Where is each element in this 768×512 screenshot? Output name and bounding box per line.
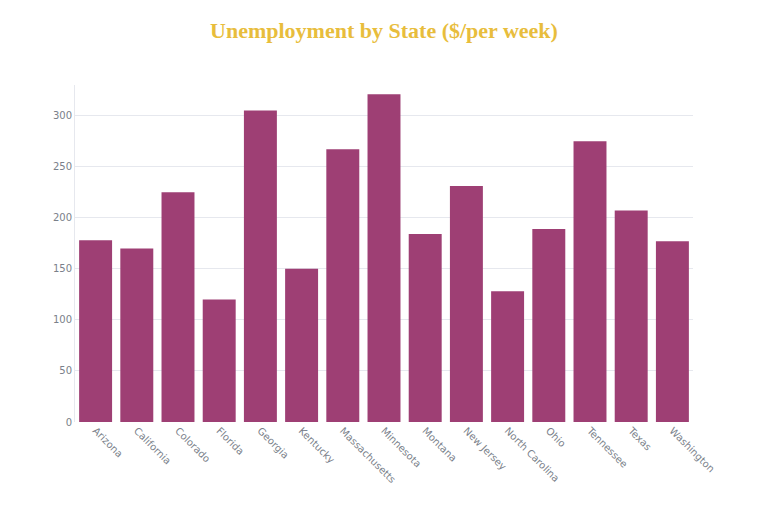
svg-text:North Carolina: North Carolina: [503, 425, 562, 484]
svg-text:Kentucky: Kentucky: [297, 425, 337, 465]
svg-text:200: 200: [53, 212, 72, 223]
svg-text:Tennessee: Tennessee: [584, 424, 629, 469]
svg-text:250: 250: [53, 161, 72, 172]
svg-text:Arizona: Arizona: [91, 425, 125, 459]
svg-text:Georgia: Georgia: [255, 425, 291, 461]
svg-text:Texas: Texas: [626, 424, 654, 452]
svg-text:100: 100: [53, 314, 72, 325]
svg-text:Massachusetts: Massachusetts: [338, 425, 398, 485]
svg-text:Washington: Washington: [667, 425, 716, 474]
svg-text:300: 300: [53, 110, 72, 121]
svg-text:50: 50: [59, 365, 72, 376]
svg-text:California: California: [132, 425, 173, 466]
svg-text:Unemployment by State ($/per w: Unemployment by State ($/per week): [210, 18, 558, 43]
svg-text:New Jersey: New Jersey: [461, 425, 508, 472]
svg-text:Colorado: Colorado: [173, 425, 212, 464]
svg-text:Minnesota: Minnesota: [379, 425, 423, 469]
svg-text:Montana: Montana: [420, 425, 459, 464]
svg-text:0: 0: [66, 417, 72, 428]
svg-text:Florida: Florida: [214, 425, 246, 457]
svg-text:Ohio: Ohio: [544, 425, 568, 449]
svg-text:150: 150: [53, 263, 72, 274]
